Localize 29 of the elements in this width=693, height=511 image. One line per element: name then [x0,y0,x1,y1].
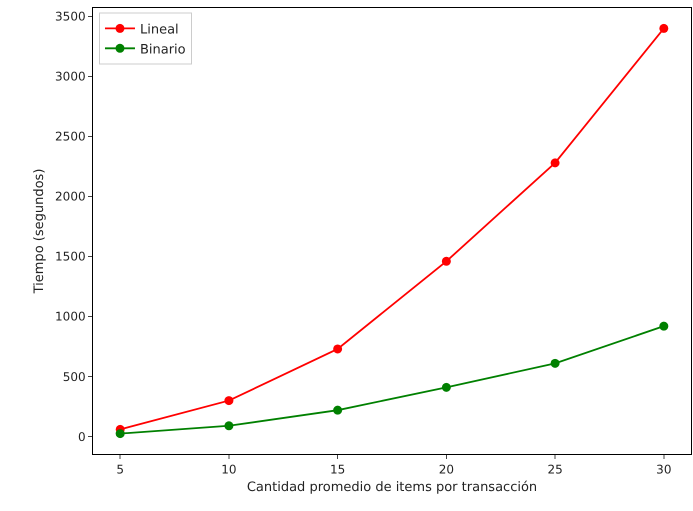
point [659,322,668,331]
point [224,396,234,406]
y-tick-label: 2500 [55,130,86,144]
legend-label: Lineal [140,22,179,38]
point [442,382,451,392]
y-tick-label: 3500 [55,10,86,24]
legend-label: Binario [140,42,186,58]
point [116,429,125,438]
point [659,24,668,33]
point [333,406,342,415]
point [550,358,560,368]
point [550,158,560,168]
y-tick-label: 0 [78,430,86,444]
point [442,256,451,266]
y-tick-label: 2000 [55,190,86,204]
x-tick-label: 5 [116,462,124,476]
x-tick-label: 15 [330,462,346,476]
y-axis-title: Tiempo (segundos) [32,168,48,294]
y-tick-label: 1500 [55,250,86,264]
y-tick-label: 3000 [55,70,86,84]
y-tick-label: 1000 [55,310,86,324]
x-tick-label: 25 [547,462,563,476]
x-tick-label: 10 [221,462,237,476]
x-tick-label: 30 [656,462,672,476]
x-tick-label: 20 [438,462,454,476]
x-axis-title: Cantidad promedio de items por transacción [246,480,538,495]
point [333,344,342,354]
point [224,421,234,430]
y-tick-label: 500 [62,370,86,384]
